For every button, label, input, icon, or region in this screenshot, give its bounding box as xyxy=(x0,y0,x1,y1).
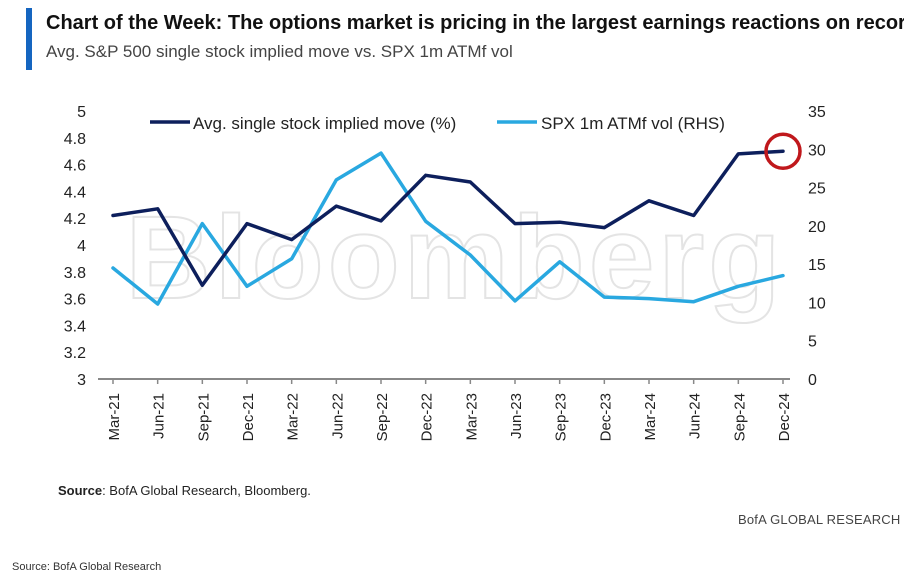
y-right-tick-label: 35 xyxy=(808,104,826,121)
x-tick-label: Dec-21 xyxy=(240,393,257,441)
x-tick-label: Jun-24 xyxy=(687,393,704,439)
y-left-tick-label: 4.4 xyxy=(64,184,86,201)
series-line-implied-move xyxy=(111,149,785,287)
y-left-tick-label: 3.6 xyxy=(64,292,86,309)
source-note: Source: BofA Global Research, Bloomberg. xyxy=(58,483,311,498)
x-tick-label: Jun-21 xyxy=(151,393,168,439)
chart-title: Chart of the Week: The options market is… xyxy=(46,12,904,34)
y-right-tick-label: 20 xyxy=(808,219,826,236)
x-tick-label: Sep-21 xyxy=(195,393,212,441)
title-accent-bar xyxy=(26,8,32,70)
x-tick-label: Sep-24 xyxy=(731,393,748,441)
source-label: Source xyxy=(58,483,103,498)
footer-source: Source: BofA Global Research xyxy=(12,561,162,573)
source-text: : BofA Global Research, Bloomberg. xyxy=(102,483,311,498)
y-left-tick-label: 3 xyxy=(77,372,86,389)
y-left-tick-label: 3.4 xyxy=(64,318,86,335)
legend-label-spx-vol: SPX 1m ATMf vol (RHS) xyxy=(541,114,725,133)
x-tick-label: Dec-24 xyxy=(776,393,793,441)
x-tick-label: Jun-23 xyxy=(508,393,525,439)
x-tick-label: Sep-23 xyxy=(553,393,570,441)
y-right-tick-label: 5 xyxy=(808,334,817,351)
y-right-tick-label: 30 xyxy=(808,142,826,159)
highlight-circle xyxy=(764,132,802,170)
y-left-tick-label: 4 xyxy=(77,238,86,255)
x-tick-label: Mar-24 xyxy=(642,393,659,441)
y-right-tick-label: 25 xyxy=(808,181,826,198)
y-right-tick-label: 0 xyxy=(808,372,817,389)
y-left-tick-label: 4.8 xyxy=(64,131,86,148)
x-tick-label: Mar-23 xyxy=(463,393,480,441)
x-tick-label: Jun-22 xyxy=(329,393,346,439)
y-left-tick-label: 3.2 xyxy=(64,345,86,362)
y-right-tick-label: 10 xyxy=(808,295,826,312)
legend-label-implied-move: Avg. single stock implied move (%) xyxy=(193,114,456,133)
y-left-tick-label: 3.8 xyxy=(64,265,86,282)
plot-area: Mar-21 Jun-21 Sep-21 Dec-21 Mar-22 Jun-22 Sep-… xyxy=(64,104,826,441)
chart-subtitle: Avg. S&P 500 single stock implied move v… xyxy=(46,42,513,61)
x-tick-label: Dec-23 xyxy=(597,393,614,441)
bofa-brand: BofA GLOBAL RESEARCH xyxy=(738,512,901,527)
y-right-tick-label: 15 xyxy=(808,257,826,274)
x-tick-label: Mar-21 xyxy=(106,393,123,441)
y-left-tick-label: 4.2 xyxy=(64,211,86,228)
bloomberg-watermark: Bloomberg xyxy=(126,192,785,324)
x-tick-label: Sep-22 xyxy=(374,393,391,441)
x-tick-label: Dec-22 xyxy=(419,393,436,441)
y-left-tick-label: 4.6 xyxy=(64,158,86,175)
x-tick-label: Mar-22 xyxy=(285,393,302,441)
y-left-tick-label: 5 xyxy=(77,104,86,121)
chart-legend: Avg. single stock implied move (%) SPX 1… xyxy=(150,114,725,133)
